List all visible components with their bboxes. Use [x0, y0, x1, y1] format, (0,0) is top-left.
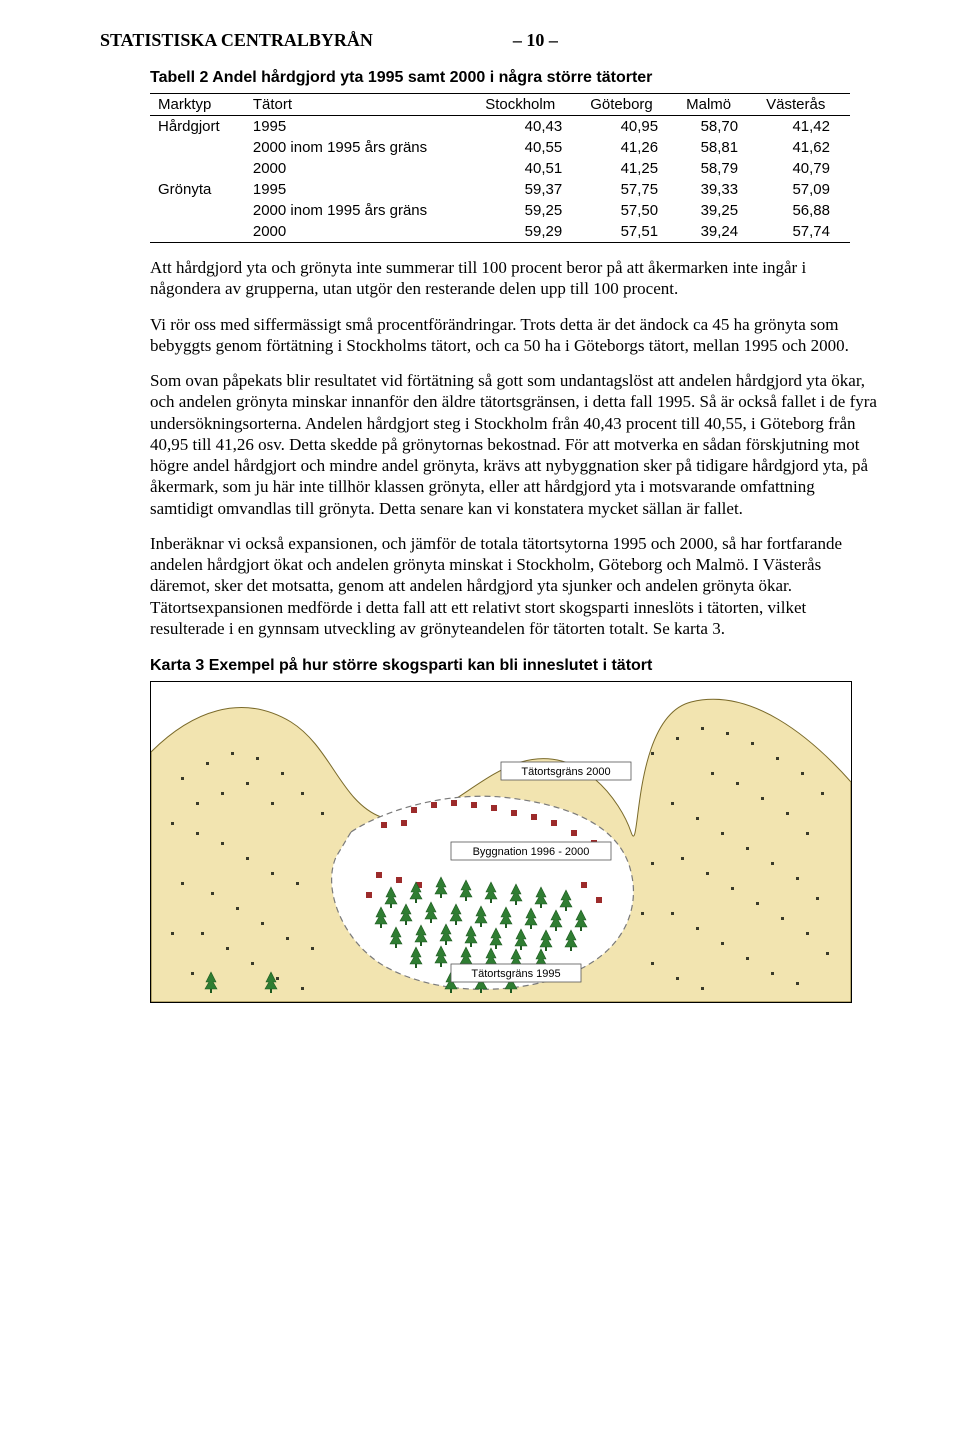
table-row: 2000 inom 1995 års gräns40,5541,2658,814… — [150, 137, 850, 158]
cell-value: 57,50 — [582, 200, 678, 221]
table-row: 200059,2957,5139,2457,74 — [150, 221, 850, 243]
data-table: Marktyp Tätort Stockholm Göteborg Malmö … — [150, 93, 850, 243]
cell-marktyp: Hårdgjort — [150, 116, 245, 138]
cell-marktyp: Grönyta — [150, 179, 245, 200]
cell-tatort: 2000 inom 1995 års gräns — [245, 137, 477, 158]
cell-marktyp — [150, 137, 245, 158]
table-row: Grönyta199559,3757,7539,3357,09 — [150, 179, 850, 200]
svg-text:Byggnation 1996 - 2000: Byggnation 1996 - 2000 — [473, 846, 590, 858]
cell-value: 58,79 — [678, 158, 758, 179]
map-title: Karta 3 Exempel på hur större skogsparti… — [150, 657, 880, 675]
cell-value: 57,51 — [582, 221, 678, 243]
cell-value: 40,43 — [477, 116, 582, 138]
cell-value: 56,88 — [758, 200, 850, 221]
cell-value: 41,62 — [758, 137, 850, 158]
cell-value: 59,25 — [477, 200, 582, 221]
page-number: – 10 – — [513, 30, 558, 51]
cell-value: 39,33 — [678, 179, 758, 200]
table-title: Tabell 2 Andel hårdgjord yta 1995 samt 2… — [150, 69, 880, 87]
col-marktyp: Marktyp — [150, 94, 245, 116]
col-stockholm: Stockholm — [477, 94, 582, 116]
cell-tatort: 1995 — [245, 116, 477, 138]
paragraph-4: Inberäknar vi också expansionen, och jäm… — [150, 533, 880, 639]
cell-tatort: 2000 — [245, 158, 477, 179]
table-row: Hårdgjort199540,4340,9558,7041,42 — [150, 116, 850, 138]
svg-text:Tätortsgräns 1995: Tätortsgräns 1995 — [471, 968, 560, 980]
cell-tatort: 1995 — [245, 179, 477, 200]
cell-value: 41,26 — [582, 137, 678, 158]
table-header-row: Marktyp Tätort Stockholm Göteborg Malmö … — [150, 94, 850, 116]
cell-value: 57,74 — [758, 221, 850, 243]
paragraph-1: Att hårdgjord yta och grönyta inte summe… — [150, 257, 880, 300]
cell-marktyp — [150, 200, 245, 221]
map-svg: Tätortsgräns 2000 Byggnation 1996 - 2000 T… — [151, 682, 851, 1002]
cell-value: 40,55 — [477, 137, 582, 158]
cell-value: 58,81 — [678, 137, 758, 158]
col-goteborg: Göteborg — [582, 94, 678, 116]
page-header: STATISTISKA CENTRALBYRÅN – 10 – — [100, 30, 880, 51]
col-vasteras: Västerås — [758, 94, 850, 116]
cell-value: 41,42 — [758, 116, 850, 138]
cell-marktyp — [150, 221, 245, 243]
table-row: 2000 inom 1995 års gräns59,2557,5039,255… — [150, 200, 850, 221]
cell-tatort: 2000 — [245, 221, 477, 243]
table-row: 200040,5141,2558,7940,79 — [150, 158, 850, 179]
cell-value: 57,75 — [582, 179, 678, 200]
cell-tatort: 2000 inom 1995 års gräns — [245, 200, 477, 221]
paragraph-2: Vi rör oss med siffermässigt små procent… — [150, 314, 880, 357]
header-org: STATISTISKA CENTRALBYRÅN — [100, 30, 373, 51]
cell-value: 40,95 — [582, 116, 678, 138]
map-diagram: Tätortsgräns 2000 Byggnation 1996 - 2000 T… — [150, 681, 852, 1003]
col-malmo: Malmö — [678, 94, 758, 116]
cell-value: 59,29 — [477, 221, 582, 243]
cell-value: 40,79 — [758, 158, 850, 179]
cell-marktyp — [150, 158, 245, 179]
paragraph-3: Som ovan påpekats blir resultatet vid fö… — [150, 370, 880, 519]
cell-value: 58,70 — [678, 116, 758, 138]
svg-text:Tätortsgräns 2000: Tätortsgräns 2000 — [521, 766, 610, 778]
cell-value: 57,09 — [758, 179, 850, 200]
cell-value: 40,51 — [477, 158, 582, 179]
cell-value: 59,37 — [477, 179, 582, 200]
cell-value: 41,25 — [582, 158, 678, 179]
cell-value: 39,25 — [678, 200, 758, 221]
cell-value: 39,24 — [678, 221, 758, 243]
col-tatort: Tätort — [245, 94, 477, 116]
